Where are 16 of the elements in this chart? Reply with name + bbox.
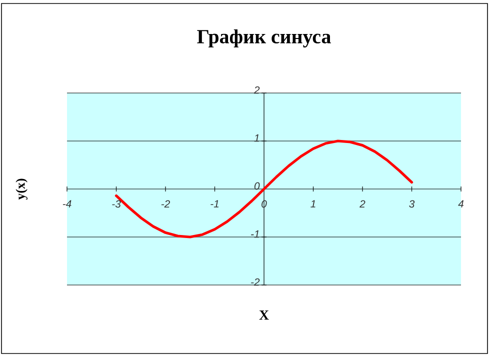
y-tick-label: 1 xyxy=(254,134,259,142)
x-tick-label: -3 xyxy=(112,200,121,208)
x-tick-label: -4 xyxy=(62,200,72,208)
x-tick-label: 3 xyxy=(409,200,415,208)
y-tick-label: 0 xyxy=(254,182,260,190)
x-tick-label: 4 xyxy=(458,200,464,208)
y-axis-title: y(x) xyxy=(16,178,28,200)
x-tick-label: -2 xyxy=(161,200,170,208)
x-axis-title: X xyxy=(259,310,269,320)
y-tick-label: -2 xyxy=(251,278,260,286)
x-tick-label: 2 xyxy=(360,200,366,208)
y-tick-label: 2 xyxy=(254,86,260,94)
chart-title: График синуса xyxy=(197,29,331,48)
x-tick-label: -1 xyxy=(210,200,219,208)
x-tick-label: 1 xyxy=(310,200,316,208)
y-tick-label: -1 xyxy=(251,230,259,238)
